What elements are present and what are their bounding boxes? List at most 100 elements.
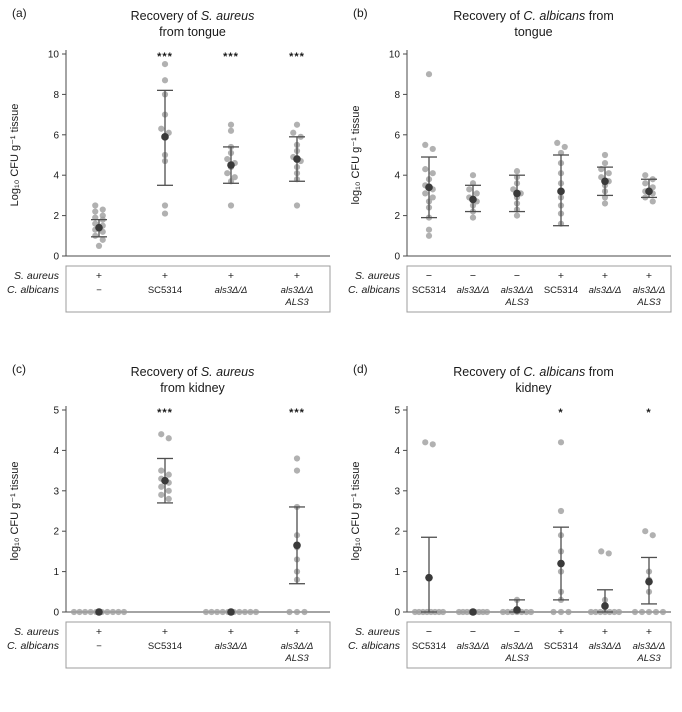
mean-marker: [645, 187, 653, 196]
data-point: [642, 528, 649, 535]
group-ca-label: −: [96, 641, 102, 652]
y-axis-label: log₁₀ CFU g⁻¹ tissue: [350, 105, 362, 204]
group-sa-label: +: [602, 270, 608, 282]
data-point: [513, 212, 521, 219]
data-point: [158, 467, 165, 474]
data-point: [95, 242, 103, 249]
mean-marker: [513, 189, 521, 198]
group-sa-label: −: [470, 270, 476, 282]
group-sa-label: +: [96, 626, 102, 638]
y-tick-label: 10: [48, 50, 60, 61]
group-ca-label: ALS3: [284, 297, 309, 308]
row-label: C. albicans: [7, 284, 60, 296]
data-point: [422, 439, 429, 446]
mean-marker: [513, 606, 521, 614]
mean-marker: [95, 608, 103, 616]
mean-marker: [469, 195, 477, 204]
mean-marker: [425, 573, 433, 582]
group-ca-label: SC5314: [148, 641, 182, 652]
data-point: [601, 159, 609, 167]
group-ca-label: ALS3: [504, 297, 529, 308]
y-tick-label: 2: [394, 211, 400, 222]
group-sa-label: +: [558, 626, 564, 638]
data-point: [104, 608, 111, 616]
data-point: [469, 214, 477, 221]
data-point: [227, 121, 235, 128]
y-tick-label: 6: [53, 130, 59, 141]
panel-title-line: kidney: [515, 381, 552, 396]
data-point: [499, 608, 507, 616]
data-point: [422, 166, 429, 173]
data-point: [286, 608, 293, 616]
mean-marker: [557, 187, 565, 196]
group-ca-label: SC5314: [544, 641, 578, 652]
group-ca-label: als3Δ/Δ: [215, 641, 248, 652]
row-label: S. aureus: [355, 270, 401, 282]
group-sa-label: +: [228, 270, 234, 282]
scatter-plot-b: 0 2 4 6 8 10 log₁₀ CFU g⁻¹ tissue − SC5314 − als3Δ…: [348, 50, 672, 313]
data-point: [615, 608, 623, 616]
panel-title-b: Recovery of C. albicans from tongue: [389, 8, 678, 42]
group-ca-label: SC5314: [412, 641, 446, 652]
data-point: [247, 608, 254, 616]
data-point: [523, 608, 530, 616]
group-ca-label: SC5314: [148, 285, 182, 296]
group-sa-label: +: [294, 270, 300, 282]
significance-stars: ***: [223, 51, 239, 63]
significance-stars: ***: [157, 407, 173, 419]
significance-stars: ***: [157, 51, 173, 63]
data-point: [429, 441, 436, 448]
row-label: C. albicans: [348, 284, 401, 296]
data-point: [652, 608, 660, 616]
data-point: [557, 608, 565, 616]
data-point: [293, 455, 301, 462]
panel-title-line: Recovery of S. aureus: [130, 9, 255, 23]
data-point: [425, 232, 433, 239]
data-point: [161, 61, 169, 68]
data-point: [645, 608, 653, 616]
data-point: [425, 226, 433, 233]
data-point: [120, 608, 128, 616]
data-point: [165, 487, 172, 494]
data-point: [439, 608, 447, 616]
data-point: [429, 145, 436, 153]
data-point: [504, 608, 511, 616]
data-point: [649, 532, 656, 539]
group-sa-label: −: [470, 626, 476, 638]
group-ca-label: als3Δ/Δ: [215, 285, 248, 296]
data-point: [82, 608, 89, 616]
mean-marker: [425, 183, 433, 192]
data-point: [425, 71, 433, 78]
panel-b: (b) Recovery of C. albicans from tongue 0…: [341, 0, 682, 356]
group-sa-label: +: [228, 626, 234, 638]
data-point: [227, 202, 235, 209]
y-tick-label: 4: [53, 446, 59, 457]
group-sa-label: +: [162, 626, 168, 638]
y-tick-label: 1: [53, 567, 59, 578]
y-tick-label: 0: [394, 608, 400, 619]
data-point: [293, 467, 301, 474]
mean-marker: [161, 133, 169, 141]
panel-label-b: (b): [353, 6, 368, 20]
y-axis-label: log₁₀ CFU g⁻¹ tissue: [350, 461, 362, 560]
y-tick-label: 1: [394, 567, 400, 578]
data-point: [561, 143, 568, 151]
mean-marker: [227, 161, 235, 169]
data-point: [161, 202, 169, 209]
data-point: [554, 139, 561, 146]
y-tick-label: 5: [394, 406, 400, 417]
data-point: [301, 608, 308, 616]
group-label-box: [406, 621, 672, 669]
panel-a: (a) Recovery of S. aureus from tongue 0 2 4…: [0, 0, 341, 356]
y-tick-label: 5: [53, 406, 59, 417]
data-point: [231, 174, 238, 181]
group-ca-label: als3Δ/Δ: [633, 285, 666, 296]
data-point: [466, 186, 473, 193]
data-point: [224, 170, 231, 177]
data-point: [92, 202, 99, 209]
panel-title-line: tongue: [514, 25, 553, 40]
data-point: [87, 608, 94, 616]
data-point: [290, 129, 297, 136]
panel-title-line: from tongue: [159, 25, 226, 40]
